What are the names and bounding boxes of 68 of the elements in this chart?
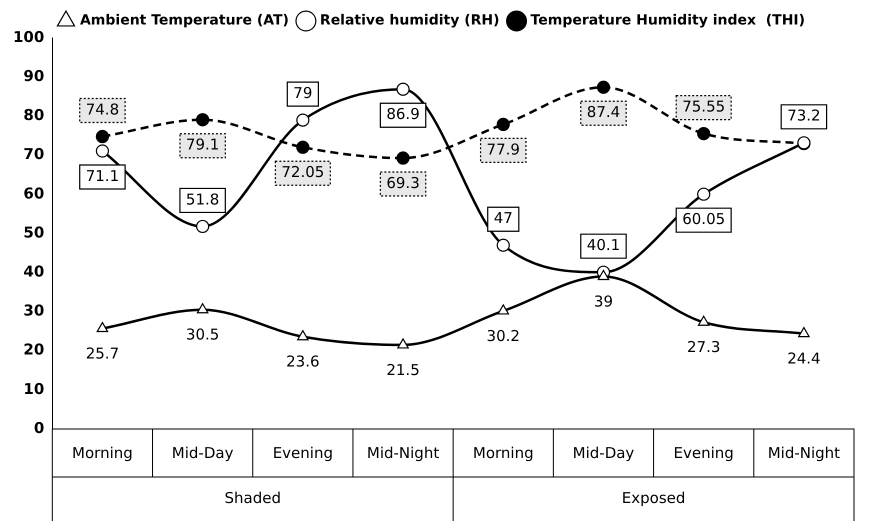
data-label: 25.7: [86, 344, 120, 362]
data-label: 72.05: [281, 163, 324, 182]
text: Shaded: [224, 488, 281, 507]
y-tick-label: 100: [13, 28, 44, 46]
point: [297, 330, 309, 340]
y-tick-label: 60: [23, 184, 44, 202]
data-label: 73.2: [787, 106, 821, 125]
x-tick-label: Evening: [674, 444, 734, 462]
data-label: 30.5: [186, 326, 220, 344]
x-tick-label: Evening: [272, 444, 333, 462]
data-label: 23.6: [286, 352, 320, 371]
y-tick-label: 20: [23, 340, 44, 359]
y-tick-label: 70: [23, 145, 44, 164]
point: [296, 114, 310, 127]
y-tick-label: 90: [23, 66, 44, 85]
data-label: 60.05: [682, 210, 726, 228]
data-label: 51.8: [186, 190, 220, 208]
data-label: 74.8: [86, 100, 120, 118]
point: [396, 151, 410, 165]
point: [698, 316, 710, 326]
point: [96, 130, 110, 144]
legend-label: Temperature Humidity index (THI): [530, 12, 806, 29]
point: [96, 322, 108, 332]
x-tick-label: Morning: [72, 444, 133, 462]
point: [196, 303, 208, 314]
point: [697, 188, 710, 201]
data-label: 27.3: [686, 338, 720, 356]
point: [496, 238, 510, 252]
legend-label: Ambient Temperature (AT): [80, 12, 289, 29]
data-label: 40.1: [586, 236, 620, 254]
x-tick-label: Mid-Day: [572, 444, 634, 462]
point: [196, 113, 210, 126]
point: [396, 82, 410, 96]
point: [798, 326, 810, 338]
data-label: 79: [293, 84, 312, 102]
data-label: 69.3: [386, 174, 420, 192]
data-label: 86.9: [386, 105, 420, 124]
x-tick-label: Mid-Night: [768, 444, 840, 462]
data-label: 71.1: [86, 166, 120, 185]
data-label: 87.4: [586, 103, 620, 122]
y-tick-label: 80: [23, 106, 44, 124]
point: [598, 270, 610, 280]
y-tick-label: 50: [23, 223, 44, 242]
point: [296, 140, 310, 154]
legend-label: Relative humidity (RH): [320, 12, 500, 29]
x-tick-label: Mid-Day: [172, 444, 234, 462]
data-label: 24.4: [787, 349, 821, 368]
y-tick-label: 30: [23, 302, 44, 320]
text: Exposed: [622, 488, 686, 507]
point: [697, 127, 710, 140]
y-tick-label: 40: [23, 262, 44, 280]
point: [596, 80, 610, 94]
point: [497, 304, 510, 315]
point: [96, 144, 110, 158]
data-label: 39: [594, 292, 614, 310]
data-label: 75.55: [682, 97, 726, 116]
x-tick-label: Morning: [472, 444, 534, 462]
point: [397, 338, 409, 349]
data-label: 21.5: [386, 360, 420, 379]
y-tick-label: 10: [23, 380, 44, 398]
x-tick-label: Mid-Night: [366, 444, 440, 462]
point: [496, 118, 510, 132]
data-label: 79.1: [186, 136, 220, 154]
data-label: 47: [494, 209, 513, 228]
data-label: 30.2: [486, 326, 520, 345]
y-tick-label: 0: [34, 418, 44, 437]
point: [196, 220, 210, 234]
data-label: 77.9: [486, 140, 520, 158]
